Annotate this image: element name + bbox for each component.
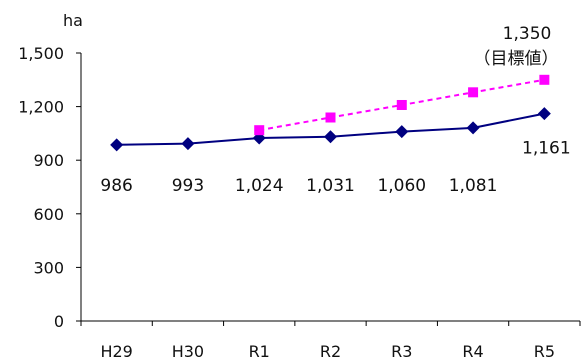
data-label: 986 bbox=[100, 176, 132, 196]
x-tick-label: R4 bbox=[462, 342, 483, 360]
diamond-marker bbox=[181, 137, 195, 151]
y-tick-label: 300 bbox=[33, 258, 64, 277]
x-tick-label: R3 bbox=[391, 342, 412, 360]
y-tick-labels: 0 300 600 900 1,200 1,500 bbox=[18, 44, 64, 331]
diamond-marker bbox=[395, 125, 409, 139]
x-tick-label: H29 bbox=[100, 342, 132, 360]
x-tick-label: R1 bbox=[249, 342, 270, 360]
x-tick-label: R2 bbox=[320, 342, 341, 360]
diamond-marker bbox=[537, 107, 551, 121]
y-tick-label: 0 bbox=[54, 312, 64, 331]
data-labels: 986 993 1,024 1,031 1,060 1,081 1,161 bbox=[100, 139, 570, 196]
data-label: 1,024 bbox=[235, 176, 284, 196]
y-tick-label: 900 bbox=[33, 151, 64, 170]
square-marker bbox=[396, 99, 407, 110]
x-tick-label: H30 bbox=[172, 342, 204, 360]
y-tick-label: 600 bbox=[33, 205, 64, 224]
x-tick-labels: H29 H30 R1 R2 R3 R4 R5 bbox=[100, 342, 555, 360]
y-unit-label: ha bbox=[63, 11, 83, 30]
target-label-annotation: （目標値） bbox=[474, 49, 559, 69]
square-marker bbox=[325, 112, 336, 123]
axes bbox=[76, 52, 581, 326]
diamond-marker bbox=[110, 138, 124, 152]
diamond-marker bbox=[324, 130, 337, 144]
square-marker bbox=[539, 74, 550, 85]
data-label: 1,060 bbox=[377, 176, 426, 196]
data-label: 1,081 bbox=[449, 176, 498, 196]
diamond-marker bbox=[466, 121, 480, 135]
data-label: 1,161 bbox=[522, 139, 571, 159]
x-tick-label: R5 bbox=[534, 342, 555, 360]
square-marker bbox=[468, 87, 479, 98]
series-markers bbox=[110, 74, 551, 152]
square-marker bbox=[254, 125, 265, 136]
target-value-annotation: 1,350 bbox=[503, 24, 552, 44]
y-tick-label: 1,500 bbox=[18, 44, 64, 63]
y-tick-label: 1,200 bbox=[18, 98, 64, 117]
data-label: 1,031 bbox=[306, 176, 355, 196]
data-label: 993 bbox=[172, 176, 204, 196]
